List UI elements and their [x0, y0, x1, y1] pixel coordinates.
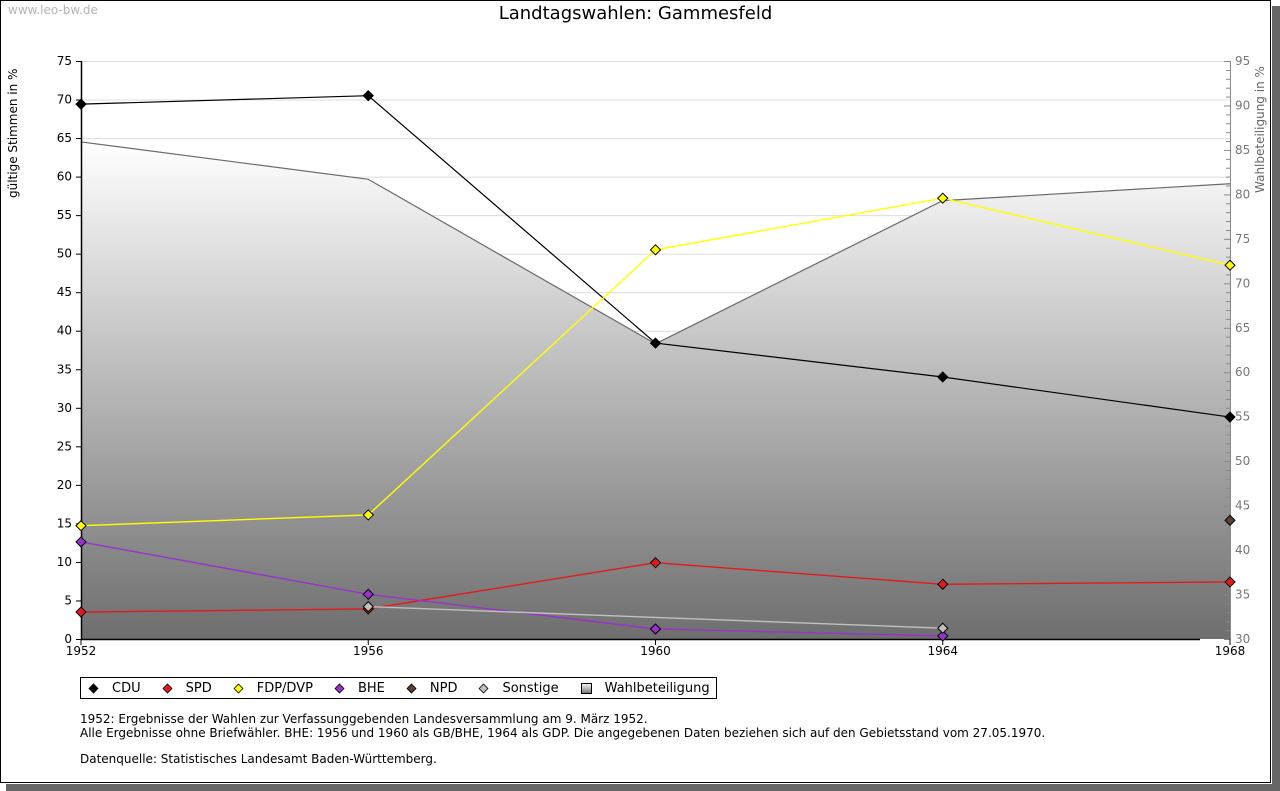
x-tick-label: 1964 [927, 644, 958, 658]
y-tick-label-right: 55 [1235, 410, 1250, 424]
y-tick-label-left: 20 [57, 478, 72, 492]
y-tick-label-left: 0 [64, 632, 72, 646]
axes: 0 5 10 15 20 25 30 35 40 45 50 55 60 65 70 75 30 35 40 45 50… [57, 54, 1251, 658]
y-tick-label-left: 10 [57, 555, 72, 569]
chart-title: Landtagswahlen: Gammesfeld [498, 3, 773, 24]
y-tick-label-left: 30 [57, 401, 72, 415]
y-tick-label-left: 35 [57, 362, 72, 376]
legend-item-spd: SPD [162, 680, 212, 696]
x-tick-label: 1968 [1215, 644, 1246, 658]
legend-label: SPD [185, 680, 212, 696]
y-tick-label-right: 40 [1235, 543, 1250, 557]
y-tick-label-right: 50 [1235, 454, 1250, 468]
data-point-sonstige [362, 600, 374, 613]
legend-diamond-icon [406, 683, 417, 693]
data-point-bhe [937, 630, 949, 642]
data-point-bhe [649, 623, 662, 635]
y-tick-label-right: 95 [1235, 54, 1250, 68]
y-tick-label-left: 25 [57, 439, 72, 453]
data-point-fdp-dvp [937, 192, 949, 204]
data-point-fdp-dvp [649, 244, 662, 256]
data-point-spd [649, 556, 662, 569]
legend-label: BHE [357, 680, 385, 696]
legend-item-bhe: BHE [334, 680, 385, 696]
data-point-cdu [937, 371, 949, 383]
legend-item-sonstige: Sonstige [478, 680, 559, 696]
y-tick-label-right: 85 [1235, 143, 1250, 157]
data-point-cdu [362, 89, 374, 102]
x-tick-label: 1952 [66, 644, 97, 658]
legend-label: Wahlbeteiligung [604, 680, 710, 696]
y-tick-label-right: 35 [1235, 588, 1250, 602]
y-tick-label-left: 60 [57, 170, 72, 184]
legend-label: CDU [112, 680, 141, 696]
data-point-spd [75, 606, 87, 618]
data-point-bhe [362, 588, 374, 601]
legend-item-wahlbeteiligung: Wahlbeteiligung [580, 680, 710, 696]
y-tick-label-left: 75 [57, 54, 72, 68]
chart-notes: 1952: Ergebnisse der Wahlen zur Verfassu… [80, 712, 1045, 766]
data-point-cdu [1224, 411, 1236, 423]
y-tick-label-right: 60 [1235, 365, 1250, 379]
y-tick-label-left: 5 [64, 593, 72, 607]
data-point-fdp-dvp [362, 509, 374, 521]
y-tick-label-left: 50 [57, 247, 72, 261]
data-point-spd [1224, 576, 1236, 588]
data-point-fdp-dvp [75, 520, 87, 532]
legend-diamond-icon [334, 683, 345, 693]
data-point-npd [1224, 514, 1236, 527]
data-point-spd [937, 578, 949, 590]
legend-item-cdu: CDU [88, 680, 141, 696]
data-point-cdu [75, 98, 87, 110]
legend-diamond-icon [233, 683, 244, 693]
note-line-2: Alle Ergebnisse ohne Briefwähler. BHE: 1… [80, 726, 1046, 740]
legend-label: Sonstige [502, 680, 559, 696]
y-tick-label-right: 80 [1235, 187, 1250, 201]
data-point-bhe [75, 536, 87, 548]
legend: CDU SPD FDP/DVP BHE NPD Sonstige Wahlbeteiligu… [80, 677, 717, 699]
legend-label: FDP/DVP [256, 680, 313, 696]
y-tick-label-right: 65 [1235, 321, 1250, 335]
x-tick-label: 1956 [353, 644, 384, 658]
note-line-1: 1952: Ergebnisse der Wahlen zur Verfassu… [80, 712, 648, 726]
legend-item-npd: NPD [406, 680, 458, 696]
y-tick-label-right: 30 [1235, 632, 1250, 646]
y-axis-label-right: Wahlbeteiligung in % [1253, 66, 1267, 193]
legend-item-fdp-dvp: FDP/DVP [233, 680, 313, 696]
series-line-sonstige [368, 605, 943, 629]
y-tick-label-left: 65 [57, 131, 72, 145]
y-tick-label-right: 75 [1235, 232, 1250, 246]
frame-shadow-right [1272, 6, 1280, 791]
y-tick-label-left: 40 [57, 324, 72, 338]
y-tick-label-right: 90 [1235, 98, 1250, 112]
data-point-sonstige [937, 622, 949, 634]
legend-label: NPD [429, 680, 458, 696]
data-source: Datenquelle: Statistisches Landesamt Bad… [80, 752, 437, 766]
y-axis-label-left: gültige Stimmen in % [6, 69, 20, 198]
legend-square-icon [580, 682, 592, 694]
data-point-fdp-dvp [1224, 259, 1236, 271]
legend-diamond-icon [162, 683, 173, 693]
y-tick-label-left: 45 [57, 285, 72, 299]
data-point-cdu [649, 337, 662, 349]
legend-diamond-icon [88, 683, 99, 693]
x-tick-label: 1960 [640, 644, 671, 658]
y-tick-label-left: 15 [57, 516, 72, 530]
y-tick-label-left: 55 [57, 208, 72, 222]
frame-shadow-bottom [6, 784, 1280, 791]
y-tick-label-left: 70 [57, 93, 72, 107]
series-markers [75, 89, 1236, 642]
y-tick-label-right: 70 [1235, 276, 1250, 290]
y-tick-label-right: 45 [1235, 499, 1250, 513]
watermark: www.leo-bw.de [8, 3, 98, 17]
legend-diamond-icon [478, 683, 489, 693]
